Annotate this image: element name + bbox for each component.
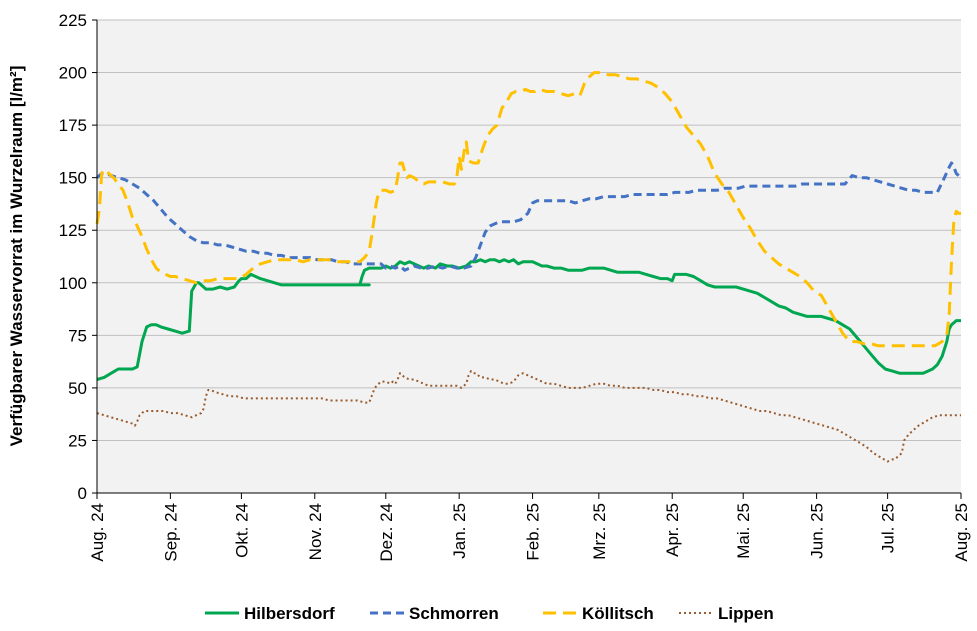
y-tick-label: 25 xyxy=(68,431,87,450)
x-tick-labels: Aug. 24 Sep. 24 Okt. 24 Nov. 24 Dez. 24 Jan. … xyxy=(88,493,971,562)
gridlines xyxy=(92,19,961,494)
x-tick-label: Aug. 25 xyxy=(952,503,971,562)
x-tick-label: Dez. 24 xyxy=(377,503,396,562)
legend: Hilbersdorf Schmorren Köllitsch Lippen xyxy=(205,604,774,623)
series-line-lippen xyxy=(96,370,961,463)
y-tick-label: 225 xyxy=(59,11,87,30)
x-tick-label: Mai. 25 xyxy=(734,503,753,559)
series-line-schmorren xyxy=(96,161,962,272)
x-tick-label: Jan. 25 xyxy=(450,503,469,559)
y-tick-label: 50 xyxy=(68,379,87,398)
x-tick-label: Apr. 25 xyxy=(663,503,682,557)
plot-background xyxy=(97,20,961,493)
y-tick-labels: 0 25 50 75 100 125 150 175 200 225 xyxy=(59,11,87,503)
x-tick-label: Aug. 24 xyxy=(88,503,107,562)
legend-label: Lippen xyxy=(718,604,774,623)
x-tick-label: Feb. 25 xyxy=(524,503,543,561)
series-line-hilbersdorf xyxy=(96,258,961,381)
y-tick-label: 200 xyxy=(59,64,87,83)
x-tick-label: Mrz. 25 xyxy=(590,503,609,560)
legend-label: Schmorren xyxy=(409,604,499,623)
y-tick-label: 100 xyxy=(59,274,87,293)
x-tick-label: Jul. 25 xyxy=(879,503,898,553)
y-tick-label: 0 xyxy=(78,484,87,503)
legend-label: Hilbersdorf xyxy=(244,604,335,623)
series-lines xyxy=(95,71,962,463)
x-tick-label: Nov. 24 xyxy=(306,503,325,560)
series-line-k-llitsch xyxy=(95,71,961,348)
legend-label: Köllitsch xyxy=(582,604,654,623)
y-tick-label: 125 xyxy=(59,221,87,240)
x-tick-label: Sep. 24 xyxy=(161,503,180,562)
y-axis-title: Verfügbarer Wasservorrat im Wurzelraum [… xyxy=(7,66,26,447)
x-tick-label: Jun. 25 xyxy=(808,503,827,559)
y-tick-label: 75 xyxy=(68,326,87,345)
x-tick-label: Okt. 24 xyxy=(232,503,251,558)
y-tick-label: 175 xyxy=(59,116,87,135)
y-tick-label: 150 xyxy=(59,169,87,188)
